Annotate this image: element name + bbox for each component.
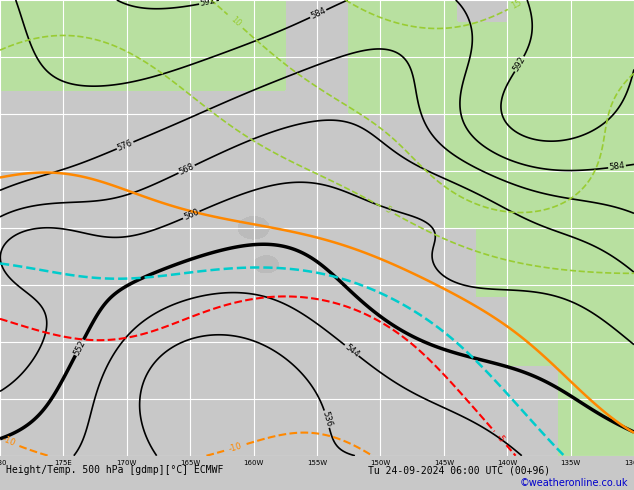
Text: 165W: 165W — [180, 460, 200, 466]
Text: ©weatheronline.co.uk: ©weatheronline.co.uk — [519, 478, 628, 488]
Text: 175E: 175E — [55, 460, 72, 466]
Text: 180: 180 — [0, 460, 7, 466]
Text: 10: 10 — [228, 15, 242, 28]
Text: 584: 584 — [309, 6, 327, 21]
Text: 544: 544 — [343, 342, 361, 359]
Text: -10: -10 — [228, 441, 243, 454]
Text: 130W: 130W — [624, 460, 634, 466]
Text: 15: 15 — [510, 0, 524, 11]
Text: Height/Temp. 500 hPa [gdmp][°C] ECMWF: Height/Temp. 500 hPa [gdmp][°C] ECMWF — [6, 466, 224, 475]
Text: 584: 584 — [609, 161, 626, 172]
Text: Tu 24-09-2024 06:00 UTC (00+96): Tu 24-09-2024 06:00 UTC (00+96) — [368, 466, 550, 475]
Text: 568: 568 — [178, 162, 196, 177]
Text: 155W: 155W — [307, 460, 327, 466]
Text: 140W: 140W — [497, 460, 517, 466]
Text: 560: 560 — [182, 208, 200, 222]
Text: 160W: 160W — [243, 460, 264, 466]
Text: 576: 576 — [116, 138, 134, 153]
Text: 145W: 145W — [434, 460, 454, 466]
Text: 5: 5 — [384, 205, 392, 216]
Text: 170W: 170W — [117, 460, 137, 466]
Text: 536: 536 — [320, 410, 333, 428]
Text: -10: -10 — [1, 435, 16, 448]
Text: 592: 592 — [199, 0, 216, 8]
Text: 135W: 135W — [560, 460, 581, 466]
Text: 552: 552 — [72, 339, 87, 357]
Text: 592: 592 — [512, 55, 527, 73]
Text: 150W: 150W — [370, 460, 391, 466]
Text: -5: -5 — [495, 432, 507, 444]
